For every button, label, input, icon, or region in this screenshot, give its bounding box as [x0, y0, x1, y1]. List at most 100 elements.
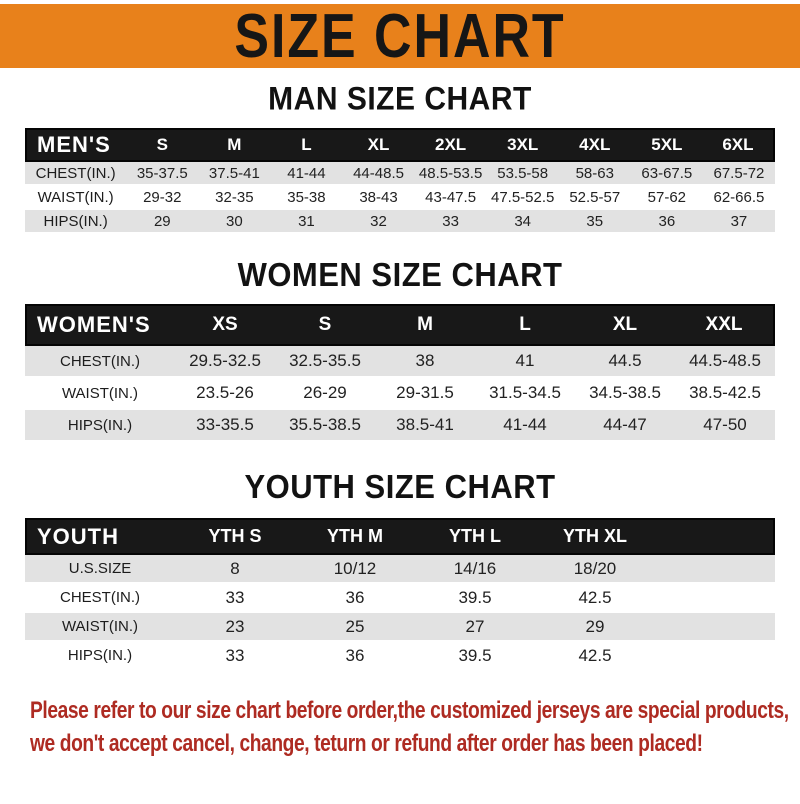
measurement-row: CHEST(IN.) 35-37.5 37.5-41 41-44 44-48.5 48.5…: [25, 162, 775, 186]
column-header: XXL: [675, 304, 775, 346]
size-value-cell: 26-29: [275, 378, 375, 410]
column-header: YTH L: [415, 518, 535, 555]
blank-cell: [655, 642, 775, 671]
women-section: WOMEN SIZE CHART WOMEN'S XS S M L XL XXL CHEST(…: [0, 255, 800, 442]
size-value-cell: 39.5: [415, 584, 535, 613]
size-chart-page: SIZE CHART MAN SIZE CHART MEN'S S M L XL 2XL 3…: [0, 1, 800, 760]
size-value-cell: 47.5-52.5: [486, 186, 559, 210]
column-header: XS: [175, 304, 275, 346]
women-section-heading: WOMEN SIZE CHART: [237, 255, 563, 294]
size-chart-banner: SIZE CHART: [0, 1, 800, 71]
men-size-table: MEN'S S M L XL 2XL 3XL 4XL 5XL 6XL CHEST(IN.) 35-37…: [25, 128, 775, 234]
row-label: HIPS(IN.): [25, 642, 175, 671]
disclaimer-line-1: Please refer to our size chart before or…: [30, 697, 789, 724]
size-value-cell: 29: [535, 613, 655, 642]
row-label: CHEST(IN.): [25, 346, 175, 378]
size-value-cell: 35.5-38.5: [275, 410, 375, 442]
men-header-row: MEN'S S M L XL 2XL 3XL 4XL 5XL 6XL: [25, 128, 775, 162]
size-value-cell: 35: [558, 210, 631, 234]
size-value-cell: 44.5-48.5: [675, 346, 775, 378]
size-value-cell: 44-48.5: [342, 162, 415, 186]
row-label: HIPS(IN.): [25, 410, 175, 442]
column-header: L: [270, 128, 343, 162]
size-value-cell: 29-31.5: [375, 378, 475, 410]
size-value-cell: 33-35.5: [175, 410, 275, 442]
size-value-cell: 18/20: [535, 555, 655, 584]
column-header: L: [475, 304, 575, 346]
measurement-row: HIPS(IN.) 29 30 31 32 33 34 35 36 37: [25, 210, 775, 234]
size-value-cell: 44.5: [575, 346, 675, 378]
row-label: CHEST(IN.): [25, 584, 175, 613]
size-value-cell: 32-35: [198, 186, 271, 210]
column-header: XL: [575, 304, 675, 346]
row-label: HIPS(IN.): [25, 210, 127, 234]
size-value-cell: 44-47: [575, 410, 675, 442]
size-value-cell: 33: [175, 642, 295, 671]
men-section-heading: MAN SIZE CHART: [268, 81, 532, 118]
column-header: YTH XL: [535, 518, 655, 555]
size-value-cell: 14/16: [415, 555, 535, 584]
blank-cell: [655, 584, 775, 613]
size-value-cell: 25: [295, 613, 415, 642]
column-header: M: [375, 304, 475, 346]
column-header: 3XL: [486, 128, 559, 162]
row-label: WAIST(IN.): [25, 186, 127, 210]
youth-header-row: YOUTH YTH S YTH M YTH L YTH XL: [25, 518, 775, 555]
size-value-cell: 33: [175, 584, 295, 613]
column-header: 5XL: [630, 128, 703, 162]
size-value-cell: 27: [415, 613, 535, 642]
size-value-cell: 67.5-72: [702, 162, 775, 186]
size-value-cell: 53.5-58: [486, 162, 559, 186]
youth-table-title-cell: YOUTH: [25, 518, 175, 555]
column-header: M: [198, 128, 271, 162]
size-value-cell: 34: [486, 210, 559, 234]
size-value-cell: 37: [702, 210, 775, 234]
measurement-row: CHEST(IN.) 29.5-32.5 32.5-35.5 38 41 44.5 44.5…: [25, 346, 775, 378]
size-value-cell: 29: [126, 210, 199, 234]
size-value-cell: 41-44: [270, 162, 343, 186]
column-header: 2XL: [414, 128, 487, 162]
column-header: 6XL: [702, 128, 775, 162]
column-header: 4XL: [558, 128, 631, 162]
row-label: U.S.SIZE: [25, 555, 175, 584]
size-value-cell: 35-37.5: [126, 162, 199, 186]
size-value-cell: 48.5-53.5: [414, 162, 487, 186]
measurement-row: WAIST(IN.) 23.5-26 26-29 29-31.5 31.5-34.5 34…: [25, 378, 775, 410]
youth-section: YOUTH SIZE CHART YOUTH YTH S YTH M YTH L YTH…: [0, 467, 800, 671]
size-value-cell: 8: [175, 555, 295, 584]
size-value-cell: 38.5-42.5: [675, 378, 775, 410]
size-value-cell: 36: [630, 210, 703, 234]
size-value-cell: 32: [342, 210, 415, 234]
size-value-cell: 38-43: [342, 186, 415, 210]
column-header: XL: [342, 128, 415, 162]
column-header: YTH S: [175, 518, 295, 555]
youth-section-heading: YOUTH SIZE CHART: [244, 467, 556, 506]
disclaimer-note: Please refer to our size chart before or…: [0, 694, 800, 760]
blank-cell: [655, 555, 775, 584]
youth-size-table: YOUTH YTH S YTH M YTH L YTH XL U.S.SIZE 8 10/12…: [25, 518, 775, 671]
size-value-cell: 42.5: [535, 584, 655, 613]
size-value-cell: 57-62: [630, 186, 703, 210]
size-value-cell: 36: [295, 642, 415, 671]
size-value-cell: 29.5-32.5: [175, 346, 275, 378]
size-value-cell: 35-38: [270, 186, 343, 210]
women-size-table: WOMEN'S XS S M L XL XXL CHEST(IN.) 29.5-32.5 32.5…: [25, 304, 775, 442]
size-value-cell: 31: [270, 210, 343, 234]
measurement-row: HIPS(IN.) 33 36 39.5 42.5: [25, 642, 775, 671]
size-value-cell: 43-47.5: [414, 186, 487, 210]
size-value-cell: 29-32: [126, 186, 199, 210]
size-value-cell: 42.5: [535, 642, 655, 671]
blank-cell: [655, 613, 775, 642]
measurement-row: HIPS(IN.) 33-35.5 35.5-38.5 38.5-41 41-44 44-…: [25, 410, 775, 442]
men-table-title-cell: MEN'S: [25, 128, 127, 162]
measurement-row: WAIST(IN.) 29-32 32-35 35-38 38-43 43-47.5 47.…: [25, 186, 775, 210]
size-value-cell: 52.5-57: [558, 186, 631, 210]
size-value-cell: 63-67.5: [630, 162, 703, 186]
men-section: MAN SIZE CHART MEN'S S M L XL 2XL 3XL 4XL 5XL 6XL…: [0, 81, 800, 234]
column-header: YTH M: [295, 518, 415, 555]
row-label: WAIST(IN.): [25, 378, 175, 410]
size-value-cell: 39.5: [415, 642, 535, 671]
size-value-cell: 47-50: [675, 410, 775, 442]
size-value-cell: 41-44: [475, 410, 575, 442]
measurement-row: CHEST(IN.) 33 36 39.5 42.5: [25, 584, 775, 613]
